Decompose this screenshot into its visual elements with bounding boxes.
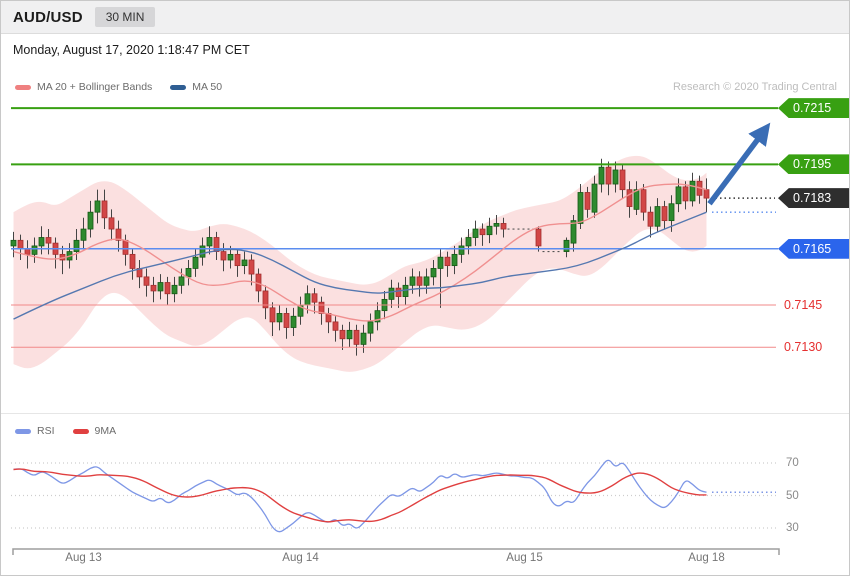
credit-text: Research © 2020 Trading Central [672, 81, 837, 93]
ma50-legend-label: MA 50 [192, 81, 223, 93]
price-tag-resistance-1: 0.7195 [778, 154, 849, 175]
rsi-legend: RSI 9MA [15, 425, 134, 437]
rsi-level-30-label: 30 [786, 522, 799, 534]
price-label-support-2: 0.7130 [784, 339, 823, 354]
timeframe-badge: 30 MIN [94, 7, 156, 27]
indicator-legend: MA 20 + Bollinger Bands MA 50 [15, 81, 240, 93]
ma50-swatch-icon [170, 84, 187, 90]
price-label-support-1: 0.7145 [784, 297, 823, 312]
instrument-title: AUD/USD [13, 8, 83, 26]
rsi-legend-label: RSI [37, 425, 55, 437]
x-axis-label-aug14: Aug 14 [282, 552, 319, 564]
rsi-9ma-legend-label: 9MA [94, 425, 117, 437]
ma20-legend-label: MA 20 + Bollinger Bands [37, 81, 153, 93]
price-tag-resistance-2: 0.7215 [778, 98, 849, 119]
ma20-bollinger-swatch-icon [15, 84, 31, 90]
rsi-level-70-label: 70 [786, 457, 799, 469]
x-axis-label-aug15: Aug 15 [506, 552, 543, 564]
rsi-9ma-swatch-icon [72, 428, 89, 434]
rsi-level-50-label: 50 [786, 489, 799, 502]
rsi-swatch-icon [15, 428, 31, 434]
x-axis-label-aug13: Aug 13 [65, 552, 102, 564]
price-tag-pivot: 0.7165 [778, 238, 849, 259]
timestamp: Monday, August 17, 2020 1:18:47 PM CET [13, 43, 250, 57]
header-bar: AUD/USD 30 MIN [1, 1, 849, 34]
x-axis-label-aug18: Aug 18 [688, 552, 725, 564]
price-tag-last-price: 0.7183 [778, 188, 849, 209]
